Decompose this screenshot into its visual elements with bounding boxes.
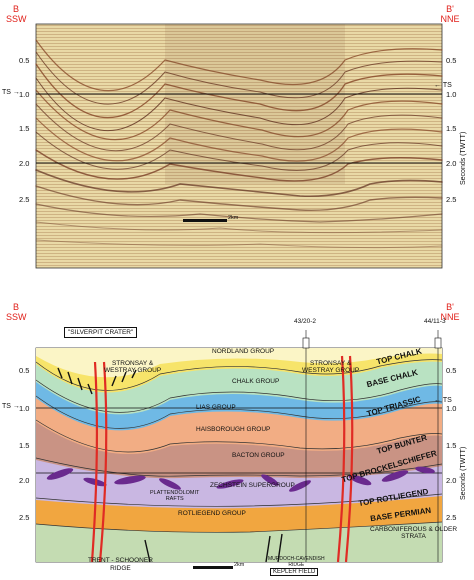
top-y-tick-0.5-right: 0.5: [446, 56, 457, 65]
top-scale-label: 2km: [228, 215, 239, 221]
top-y-axis-title: Seconds (TWTT): [460, 131, 467, 185]
carboniferous-label: CARBONIFEROUS & OLDER STRATA: [370, 526, 458, 540]
geological-cross-section: [35, 330, 443, 569]
nordland-layer: [36, 348, 442, 378]
bottom-ts-left-marker: TS →: [2, 403, 20, 410]
bottom-right-section-label: B' NNE: [440, 302, 460, 322]
bottom-y-tick-1.0-left: 1.0: [19, 404, 30, 413]
well-44-11-3-label: 44/11-3: [424, 318, 446, 325]
bottom-y-tick-1.0-right: 1.0: [446, 404, 457, 413]
top-y-tick-2.5-right: 2.5: [446, 195, 457, 204]
seismic-section-image: [35, 23, 443, 269]
bottom-ts-right-marker: ← TS: [434, 397, 452, 404]
top-y-tick-2.5-left: 2.5: [19, 195, 30, 204]
top-left-section-label: B SSW: [6, 4, 27, 24]
haisborough-group-label: HAISBOROUGH GROUP: [196, 426, 271, 433]
bottom-y-tick-2.0-left: 2.0: [19, 476, 30, 485]
top-y-tick-1.5-right: 1.5: [446, 124, 457, 133]
bottom-y-tick-2.5-left: 2.5: [19, 513, 30, 522]
top-y-tick-1.5-left: 1.5: [19, 124, 30, 133]
top-y-tick-2.0-left: 2.0: [19, 159, 30, 168]
bottom-left-section-label: B SSW: [6, 302, 27, 322]
bacton-group-label: BACTON GROUP: [232, 452, 285, 459]
well-43-20-2-label: 43/20-2: [294, 318, 317, 325]
rotliegend-group-label: ROTLIEGEND GROUP: [178, 510, 246, 517]
lias-group-label: LIAS GROUP: [196, 404, 236, 411]
chalk-group-label: CHALK GROUP: [232, 378, 280, 385]
top-y-tick-1.0-left: 1.0: [19, 90, 30, 99]
ts-label: TS: [442, 397, 452, 404]
bottom-y-tick-0.5-left: 0.5: [19, 366, 30, 375]
bottom-y-tick-2.5-right: 2.5: [446, 513, 457, 522]
haisborough-layer: [36, 396, 442, 454]
zechstein-supergroup-label: ZECHSTEIN SUPERGROUP: [210, 482, 295, 489]
ts-label: TS: [2, 403, 11, 410]
stronsay-left-label: STRONSAY & WESTRAY GROUP: [104, 360, 162, 374]
top-y-tick-2.0-right: 2.0: [446, 159, 457, 168]
bottom-scale-label: 2km: [234, 562, 245, 568]
bottom-y-tick-2.0-right: 2.0: [446, 476, 457, 485]
nordland-group-label: NORDLAND GROUP: [212, 348, 275, 355]
top-y-tick-1.0-right: 1.0: [446, 90, 457, 99]
top-right-section-label: B' NNE: [440, 4, 460, 24]
ts-label: TS: [442, 82, 452, 89]
bottom-y-tick-1.5-right: 1.5: [446, 441, 457, 450]
plattendolomit-rafts-label: PLATTENDOLOMIT RAFTS: [150, 490, 200, 502]
top-y-tick-0.5-left: 0.5: [19, 56, 30, 65]
murdoch-cavendish-ridge-label: MURDOCH-CAVENDISH RIDGE: [268, 556, 325, 568]
silverpit-crater-label: "SILVERPIT CRATER": [64, 327, 138, 338]
bacton-layer: [36, 420, 442, 479]
stronsay-right-label: STRONSAY & WESTRAY GROUP: [302, 360, 360, 374]
trent-schooner-ridge-label: TRENT - SCHOONER RIDGE: [88, 557, 153, 572]
top-ts-right-marker: ← TS: [434, 82, 452, 89]
bottom-y-tick-0.5-right: 0.5: [446, 366, 457, 375]
ts-label: TS: [2, 89, 11, 96]
bottom-y-axis-title: Seconds (TWTT): [460, 446, 467, 500]
kepler-field-label: KEPLER FIELD: [270, 568, 319, 576]
bottom-y-tick-1.5-left: 1.5: [19, 441, 30, 450]
top-ts-left-marker: TS →: [2, 89, 20, 96]
lias-layer: [36, 380, 442, 431]
